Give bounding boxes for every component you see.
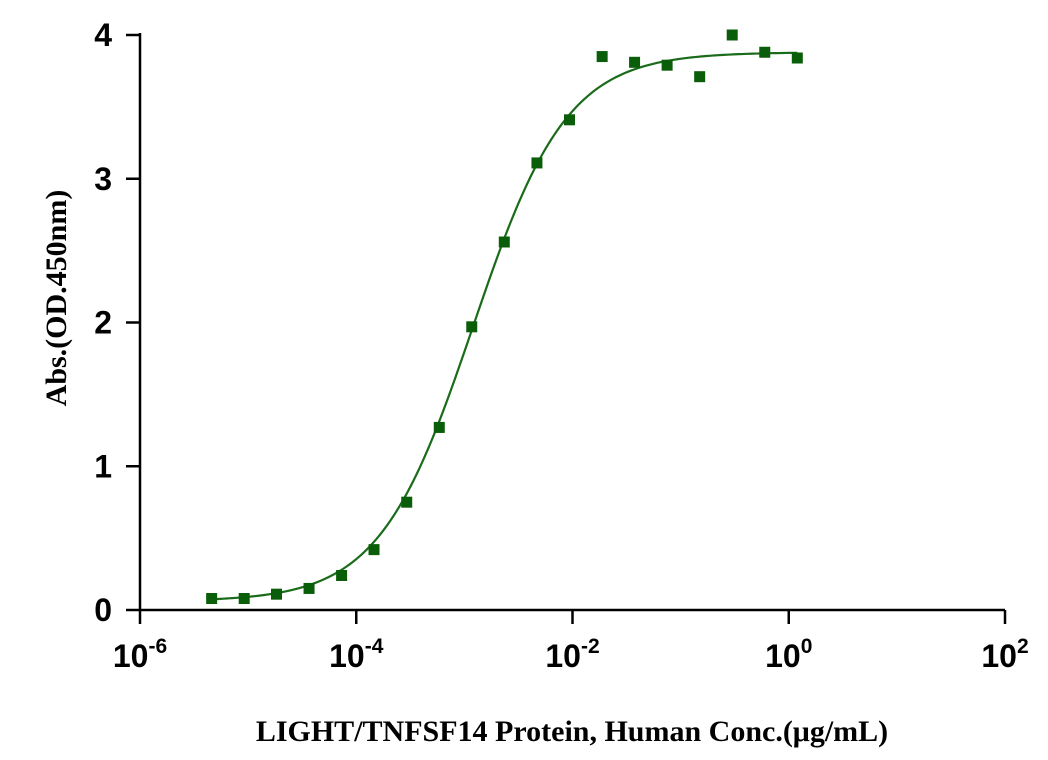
- data-point: [206, 593, 218, 604]
- data-point: [401, 496, 413, 508]
- data-point: [303, 582, 315, 594]
- x-tick-label: 100: [765, 635, 812, 674]
- data-point: [498, 236, 510, 248]
- y-tick-label: 1: [94, 448, 112, 484]
- fit-curve: [211, 51, 798, 601]
- data-point: [238, 593, 250, 604]
- data-point: [433, 421, 445, 433]
- x-axis-title: LIGHT/TNFSF14 Protein, Human Conc.(μg/mL…: [256, 715, 888, 748]
- x-tick-label: 10-2: [545, 635, 599, 674]
- data-point: [336, 570, 348, 581]
- x-tick-label: 102: [981, 635, 1028, 674]
- x-tick-label: 10-4: [329, 635, 384, 674]
- y-axis-title: Abs.(OD.450nm): [40, 190, 73, 407]
- data-point: [466, 321, 478, 333]
- data-point: [563, 114, 575, 126]
- data-point: [596, 51, 608, 63]
- data-point: [531, 157, 543, 169]
- data-point: [629, 56, 641, 68]
- data-point: [726, 29, 738, 41]
- y-tick-label: 0: [94, 592, 112, 628]
- y-tick-label: 4: [94, 17, 112, 53]
- x-tick-label: 10-6: [113, 635, 167, 674]
- data-point: [694, 71, 706, 83]
- data-point: [661, 59, 673, 71]
- data-point: [759, 46, 771, 58]
- data-point: [271, 588, 283, 600]
- axes: 0 1 2 3 4 10-6 10-4 10-2 100 102: [94, 17, 1028, 674]
- plot-area: [206, 29, 803, 604]
- data-point: [791, 52, 803, 64]
- y-tick-label: 2: [94, 305, 112, 341]
- data-point: [368, 544, 380, 556]
- y-tick-label: 3: [94, 161, 112, 197]
